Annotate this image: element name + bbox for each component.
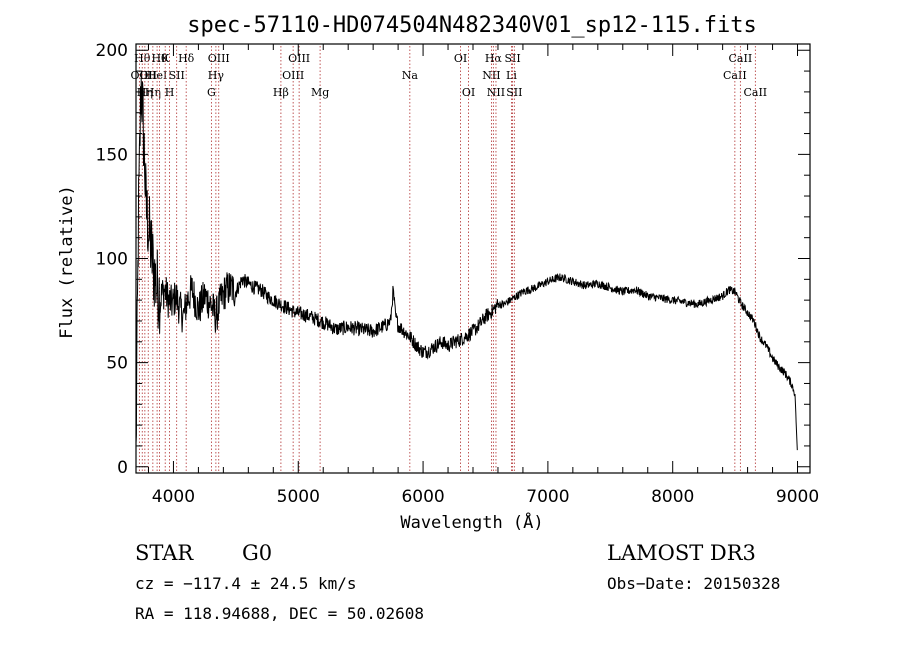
- emission-line-label: Na: [402, 69, 419, 82]
- emission-line-label: G: [207, 86, 216, 99]
- emission-line-label: CaII: [723, 69, 747, 82]
- y-tick-label: 200: [96, 41, 128, 61]
- emission-line-label: OII: [131, 69, 149, 82]
- x-tick-label: 9000: [776, 487, 819, 507]
- emission-line-label: SII: [506, 86, 522, 99]
- object-subclass: G0: [242, 541, 272, 565]
- x-tick-label: 8000: [651, 487, 694, 507]
- plot-frame: [135, 43, 811, 474]
- emission-line-label: OI: [454, 52, 467, 65]
- emission-line-label: OIII: [208, 52, 230, 65]
- emission-line-markers: OIIHθHηOIIHηHeIHθKHSIIHδGHγOIIIHβOIIIOII…: [131, 46, 767, 472]
- emission-line-label: K: [161, 52, 170, 65]
- y-tick-label: 100: [96, 250, 128, 270]
- flux-series-group: [135, 78, 798, 451]
- survey-name: LAMOST DR3: [607, 541, 756, 565]
- ra-dec: RA = 118.94688, DEC = 50.02608: [135, 604, 424, 623]
- emission-line-label: Li: [506, 69, 517, 82]
- y-tick-label: 0: [117, 458, 128, 478]
- emission-line-label: SII: [504, 52, 520, 65]
- emission-line-label: OIII: [282, 69, 304, 82]
- emission-line-label: NII: [482, 69, 500, 82]
- emission-line-label: OIII: [288, 52, 310, 65]
- y-tick-label: 50: [106, 354, 128, 374]
- axis-ticks: 4000 5000 6000 7000 8000 9000 0 50 100 150 200: [96, 41, 820, 507]
- x-tick-label: 4000: [152, 487, 195, 507]
- x-tick-label: 7000: [526, 487, 569, 507]
- y-tick-label: 150: [96, 145, 128, 165]
- flux-series-line: [135, 78, 798, 451]
- obs-date: Obs−Date: 20150328: [607, 574, 780, 593]
- emission-line-label: Mg: [311, 86, 329, 99]
- object-class: STAR: [135, 541, 194, 565]
- emission-line-label: Hθ: [151, 52, 168, 65]
- x-tick-label: 5000: [277, 487, 320, 507]
- emission-line-label: CaII: [729, 52, 753, 65]
- y-axis-label: Flux (relative): [57, 185, 77, 339]
- emission-line-label: SII: [169, 69, 185, 82]
- chart-title: spec-57110-HD074504N482340V01_sp12-115.f…: [187, 13, 757, 38]
- emission-line-label: CaII: [743, 86, 767, 99]
- emission-line-label: Hα: [485, 52, 503, 65]
- emission-line-label: Hθ: [134, 52, 151, 65]
- emission-line-label: Hβ: [273, 86, 289, 99]
- emission-line-label: Hδ: [178, 52, 195, 65]
- x-tick-label: 6000: [401, 487, 444, 507]
- emission-line-label: HeI: [147, 69, 167, 82]
- redshift-cz: cz = −117.4 ± 24.5 km/s: [135, 574, 357, 593]
- emission-line-label: Hη: [145, 86, 161, 99]
- emission-line-label: H: [165, 86, 175, 99]
- emission-line-label: NII: [487, 86, 505, 99]
- emission-line-label: Hγ: [208, 69, 225, 82]
- emission-line-label: OI: [462, 86, 475, 99]
- x-axis-label: Wavelength (Å): [400, 511, 543, 533]
